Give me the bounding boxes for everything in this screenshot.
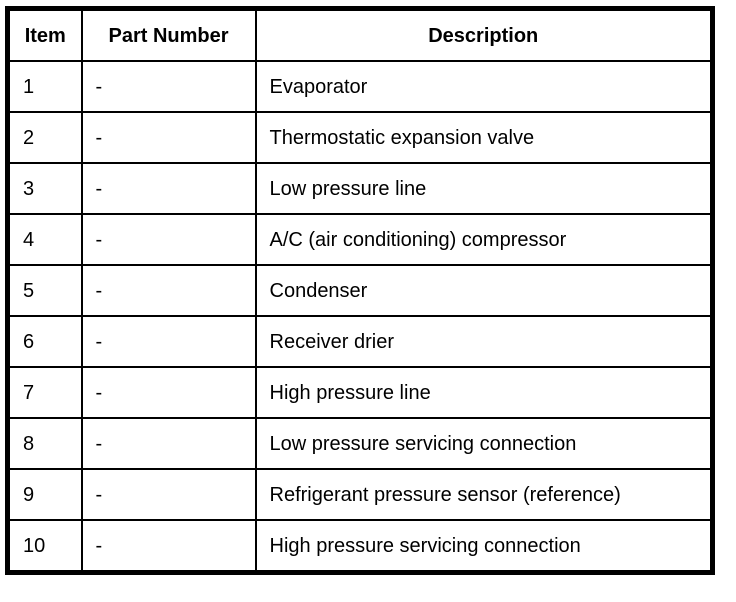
item-cell: 3	[6, 162, 83, 215]
part-number-cell: -	[80, 213, 257, 266]
column-header-item: Item	[6, 7, 83, 62]
table-header: Item Part Number Description	[6, 7, 714, 62]
description-cell: Condenser	[254, 264, 714, 317]
table-row: 8 - Low pressure servicing connection	[6, 417, 714, 470]
part-number-cell: -	[80, 417, 257, 470]
table-row: 2 - Thermostatic expansion valve	[6, 111, 714, 164]
table-row: 9 - Refrigerant pressure sensor (referen…	[6, 468, 714, 521]
description-cell: Thermostatic expansion valve	[254, 111, 714, 164]
description-cell: Low pressure line	[254, 162, 714, 215]
description-cell: Low pressure servicing connection	[254, 417, 714, 470]
item-cell: 2	[6, 111, 83, 164]
table-row: 3 - Low pressure line	[6, 162, 714, 215]
table-row: 7 - High pressure line	[6, 366, 714, 419]
table-row: 4 - A/C (air conditioning) compressor	[6, 213, 714, 266]
part-number-cell: -	[80, 264, 257, 317]
column-header-part-number: Part Number	[80, 7, 257, 62]
part-number-cell: -	[80, 468, 257, 521]
part-number-cell: -	[80, 111, 257, 164]
item-cell: 8	[6, 417, 83, 470]
description-cell: Evaporator	[254, 60, 714, 113]
item-cell: 5	[6, 264, 83, 317]
item-cell: 7	[6, 366, 83, 419]
description-cell: High pressure line	[254, 366, 714, 419]
table-row: 6 - Receiver drier	[6, 315, 714, 368]
description-cell: Receiver drier	[254, 315, 714, 368]
column-header-description: Description	[254, 7, 714, 62]
table-row: 10 - High pressure servicing connection	[6, 519, 714, 574]
description-cell: High pressure servicing connection	[254, 519, 714, 574]
table-body: 1 - Evaporator 2 - Thermostatic expansio…	[6, 60, 714, 574]
parts-table: Item Part Number Description 1 - Evapora…	[5, 6, 715, 575]
table-row: 1 - Evaporator	[6, 60, 714, 113]
part-number-cell: -	[80, 162, 257, 215]
header-row: Item Part Number Description	[6, 7, 714, 62]
part-number-cell: -	[80, 60, 257, 113]
item-cell: 1	[6, 60, 83, 113]
item-cell: 10	[6, 519, 83, 574]
part-number-cell: -	[80, 315, 257, 368]
table-row: 5 - Condenser	[6, 264, 714, 317]
part-number-cell: -	[80, 366, 257, 419]
item-cell: 4	[6, 213, 83, 266]
description-cell: A/C (air conditioning) compressor	[254, 213, 714, 266]
item-cell: 6	[6, 315, 83, 368]
part-number-cell: -	[80, 519, 257, 574]
item-cell: 9	[6, 468, 83, 521]
description-cell: Refrigerant pressure sensor (reference)	[254, 468, 714, 521]
